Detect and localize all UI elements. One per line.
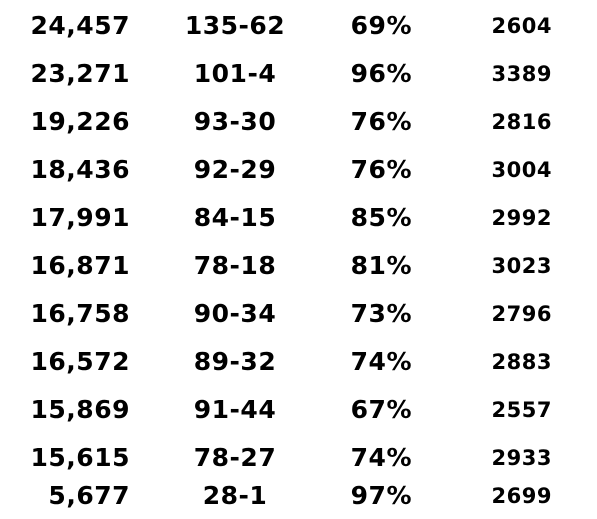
table-row: 17,991 84-15 85% 2992 xyxy=(0,198,597,238)
table-cell: 91-44 xyxy=(193,395,277,424)
table-cell: 96% xyxy=(350,59,412,88)
table-cell: 101-4 xyxy=(193,59,277,88)
table-cell: 16,572 xyxy=(30,347,130,376)
table-cell: 90-34 xyxy=(193,299,277,328)
table-cell: 76% xyxy=(350,155,412,184)
table-cell: 23,271 xyxy=(30,59,130,88)
table-cell: 3389 xyxy=(491,62,552,86)
table-cell: 135-62 xyxy=(184,11,286,40)
table-cell: 2699 xyxy=(491,484,552,508)
table-cell: 93-30 xyxy=(193,107,277,136)
table-cell: 89-32 xyxy=(193,347,277,376)
table-row: 16,758 90-34 73% 2796 xyxy=(0,294,597,334)
table-cell: 97% xyxy=(350,481,412,510)
table-row: 16,572 89-32 74% 2883 xyxy=(0,342,597,382)
table-cell: 81% xyxy=(350,251,412,280)
table-cell: 5,677 xyxy=(48,481,130,510)
table-cell: 2933 xyxy=(491,446,552,470)
table-cell: 2557 xyxy=(491,398,552,422)
table-cell: 15,869 xyxy=(30,395,130,424)
table-cell: 78-27 xyxy=(193,443,277,472)
table-cell: 67% xyxy=(350,395,412,424)
table-cell: 16,871 xyxy=(30,251,130,280)
table-cell: 16,758 xyxy=(30,299,130,328)
table-cell: 2816 xyxy=(491,110,552,134)
table-cell: 2796 xyxy=(491,302,552,326)
table-cell: 17,991 xyxy=(30,203,130,232)
table-row: 5,677 28-1 97% 2699 xyxy=(0,476,597,516)
table-cell: 2604 xyxy=(491,14,552,38)
table-cell: 18,436 xyxy=(30,155,130,184)
table-cell: 3023 xyxy=(491,254,552,278)
table-cell: 74% xyxy=(350,443,412,472)
table-cell: 84-15 xyxy=(193,203,277,232)
table-row: 16,871 78-18 81% 3023 xyxy=(0,246,597,286)
table-cell: 78-18 xyxy=(193,251,277,280)
table-cell: 85% xyxy=(350,203,412,232)
table-cell: 19,226 xyxy=(30,107,130,136)
table-cell: 28-1 xyxy=(202,481,268,510)
table-row: 15,615 78-27 74% 2933 xyxy=(0,438,597,478)
table-row: 24,457 135-62 69% 2604 xyxy=(0,6,597,46)
table-row: 23,271 101-4 96% 3389 xyxy=(0,54,597,94)
table-cell: 76% xyxy=(350,107,412,136)
table-row: 18,436 92-29 76% 3004 xyxy=(0,150,597,190)
table-cell: 2883 xyxy=(491,350,552,374)
table-cell: 15,615 xyxy=(30,443,130,472)
table-cell: 92-29 xyxy=(193,155,277,184)
table-cell: 74% xyxy=(350,347,412,376)
table-row: 19,226 93-30 76% 2816 xyxy=(0,102,597,142)
table-row: 15,869 91-44 67% 2557 xyxy=(0,390,597,430)
table-cell: 3004 xyxy=(491,158,552,182)
table-cell: 69% xyxy=(350,11,412,40)
table-cell: 73% xyxy=(350,299,412,328)
table-cell: 2992 xyxy=(491,206,552,230)
table-cell: 24,457 xyxy=(30,11,130,40)
